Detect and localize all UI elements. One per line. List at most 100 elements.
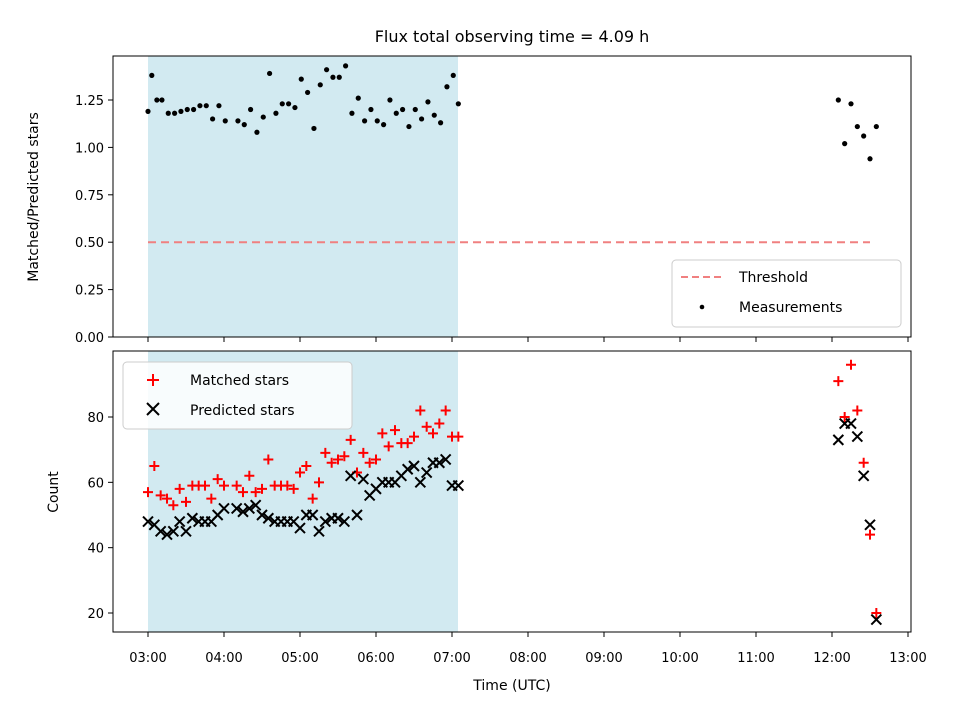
measurement-point	[216, 103, 222, 109]
measurement-point	[145, 108, 151, 114]
matched-star-point	[320, 447, 331, 458]
measurement-point	[324, 67, 330, 73]
matched-star-point	[833, 376, 844, 387]
predicted-star-point	[180, 525, 192, 538]
matched-star-point	[333, 454, 343, 465]
measurement-point	[362, 118, 368, 124]
matched-star-point	[257, 483, 267, 494]
measurement-point	[267, 70, 273, 77]
measurement-point	[406, 123, 412, 130]
measurement-point	[842, 141, 848, 147]
bottom-y-tick-label: 20	[87, 607, 104, 622]
matched-star-point	[364, 457, 375, 468]
measurement-point	[159, 97, 165, 103]
matched-star-point	[871, 608, 882, 618]
top-legend: Threshold Measurements	[671, 259, 902, 328]
measurement-point	[425, 99, 431, 105]
predicted-star-point	[420, 466, 433, 479]
matched-star-point	[200, 480, 210, 491]
measurement-point	[835, 97, 841, 103]
matched-star-point	[212, 474, 223, 485]
predicted-star-point	[864, 519, 876, 531]
matched-star-point	[219, 480, 229, 491]
predicted-star-point	[408, 460, 420, 472]
measurement-point	[165, 110, 171, 116]
predicted-star-point	[338, 515, 351, 528]
predicted-star-point	[249, 499, 262, 511]
measurement-point	[867, 156, 873, 162]
measurement-point	[374, 118, 380, 124]
measurement-point	[154, 97, 160, 103]
predicted-star-point	[256, 509, 268, 521]
predicted-star-point	[218, 502, 230, 515]
matched-star-point	[383, 441, 394, 452]
x-tick-label: 04:00	[205, 651, 242, 666]
measurement-point	[184, 106, 190, 113]
matched-star-point	[301, 461, 312, 471]
measurement-point	[854, 123, 860, 130]
top-y-tick-label: 1.00	[75, 141, 104, 156]
predicted-star-point	[262, 512, 275, 524]
predicted-star-point	[351, 509, 363, 521]
measurement-point	[330, 74, 336, 80]
x-tick-label: 10:00	[661, 651, 698, 666]
measurement-point	[368, 106, 374, 113]
measurement-point	[873, 123, 879, 130]
predicted-star-point	[306, 509, 319, 521]
measurement-point	[450, 72, 456, 78]
predicted-star-point	[414, 476, 427, 489]
predicted-star-point	[344, 470, 357, 482]
top-y-axis-label: Matched/Predicted stars	[26, 112, 42, 282]
predicted-star-point	[401, 463, 414, 475]
matched-star-point	[402, 438, 413, 449]
matched-star-point	[244, 470, 255, 481]
measurement-point	[311, 125, 317, 132]
top-y-tick-label: 0.25	[75, 284, 104, 299]
top-x-ticks	[147, 337, 909, 342]
measurement-point	[273, 110, 279, 116]
x-tick-label: 09:00	[585, 651, 622, 666]
measurement-point	[381, 122, 387, 128]
matched-star-point	[339, 451, 350, 462]
bottom-y-ticks: 20 40 60 80	[87, 411, 113, 622]
predicted-star-point	[851, 430, 864, 443]
matched-star-point	[846, 359, 856, 370]
measurement-point	[438, 120, 444, 126]
top-y-tick-label: 0.00	[75, 331, 104, 346]
measurement-point	[178, 108, 184, 114]
measurement-point	[222, 118, 228, 124]
bottom-y-tick-label: 60	[87, 476, 104, 491]
measurement-point	[455, 101, 461, 107]
bottom-marks	[142, 359, 883, 626]
measurement-point	[298, 76, 304, 82]
predicted-star-point	[845, 417, 857, 430]
measurement-point	[286, 101, 292, 107]
matched-star-point	[428, 428, 438, 439]
matched-star-point	[238, 487, 248, 498]
matched-star-point	[181, 496, 191, 507]
measurement-point	[419, 116, 425, 122]
measurement-point	[336, 74, 342, 80]
measurement-point	[203, 103, 209, 109]
x-tick-label: 11:00	[737, 651, 774, 666]
measurement-point	[349, 110, 355, 116]
x-tick-label: 08:00	[509, 651, 546, 666]
matched-star-point	[314, 477, 324, 488]
bottom-legend-box	[122, 361, 353, 430]
matched-legend-swatch	[147, 374, 159, 386]
bottom-y-tick-label: 40	[87, 542, 104, 557]
predicted-star-point	[237, 506, 249, 518]
matched-star-point	[231, 480, 242, 491]
top-marks	[145, 63, 879, 244]
matched-star-point	[377, 428, 388, 439]
measurement-point	[444, 84, 450, 90]
bottom-legend: Matched stars Predicted stars	[122, 361, 353, 430]
predicted-star-point	[167, 525, 180, 538]
measurement-point	[197, 103, 203, 109]
measurements-legend-label: Measurements	[739, 300, 842, 316]
bottom-y-axis-label: Count	[46, 471, 62, 513]
matched-star-point	[155, 490, 166, 501]
